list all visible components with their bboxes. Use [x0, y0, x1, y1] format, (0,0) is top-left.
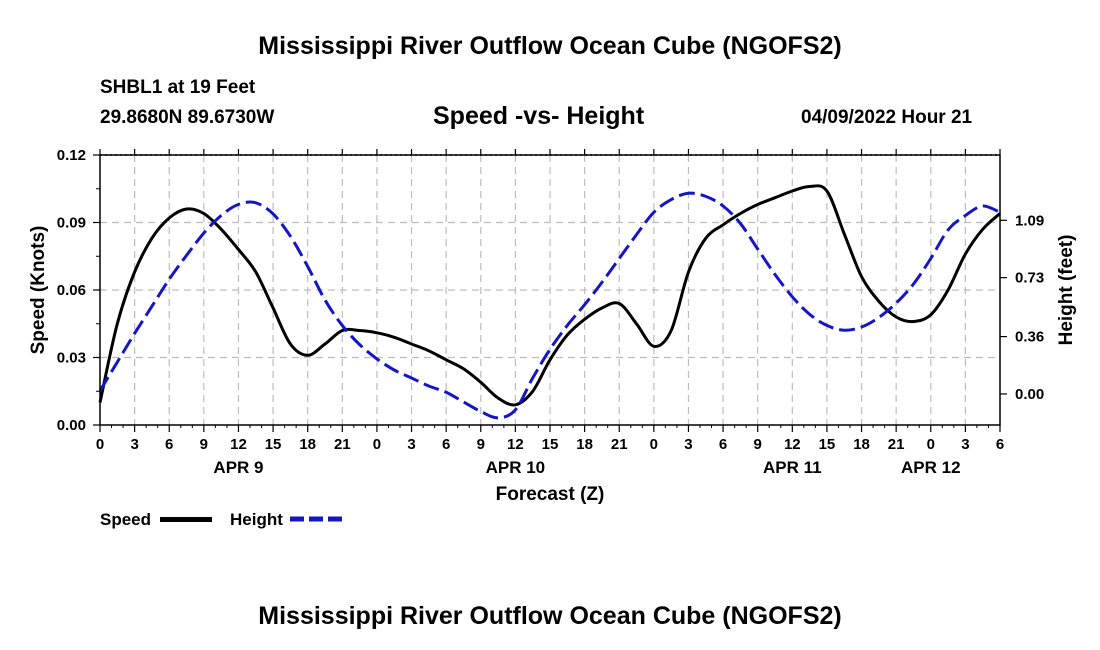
x-tick-label: 18	[576, 436, 593, 453]
y2-tick-label: 0.36	[1015, 329, 1044, 346]
day-label: APR 10	[486, 458, 546, 477]
y2-tick-label: 0.00	[1015, 386, 1044, 403]
x-tick-label: 21	[888, 436, 905, 453]
y-tick-label: 0.03	[57, 350, 86, 367]
footer-title: Mississippi River Outflow Ocean Cube (NG…	[258, 602, 842, 630]
x-tick-label: 3	[407, 436, 415, 453]
day-label: APR 9	[213, 458, 263, 477]
x-tick-label: 15	[819, 436, 836, 453]
x-tick-label: 9	[477, 436, 485, 453]
x-tick-label: 6	[442, 436, 450, 453]
x-tick-label: 21	[334, 436, 351, 453]
day-label: APR 12	[901, 458, 961, 477]
gridlines	[100, 155, 1000, 425]
y-tick-label: 0.06	[57, 282, 86, 299]
y2-axis-label: Height (feet)	[1056, 235, 1077, 346]
x-tick-label: 3	[130, 436, 138, 453]
x-tick-label: 12	[784, 436, 801, 453]
x-tick-label: 18	[853, 436, 870, 453]
x-tick-label: 6	[719, 436, 727, 453]
x-tick-label: 15	[265, 436, 282, 453]
y-tick-label: 0.09	[57, 215, 86, 232]
chart-main-title: Mississippi River Outflow Ocean Cube (NG…	[258, 32, 842, 60]
y-tick-label: 0.00	[57, 417, 86, 434]
y-tick-label: 0.12	[57, 147, 86, 164]
series-line-speed	[98, 184, 1002, 407]
legend-speed-label: Speed	[100, 510, 152, 529]
x-tick-label: 9	[754, 436, 762, 453]
x-tick-label: 0	[96, 436, 104, 453]
x-tick-label: 6	[165, 436, 173, 453]
data-series	[98, 184, 1002, 420]
day-label: APR 11	[763, 458, 822, 477]
x-tick-label: 0	[927, 436, 935, 453]
x-tick-label: 18	[299, 436, 316, 453]
x-tick-label: 15	[542, 436, 559, 453]
y2-tick-label: 1.09	[1015, 212, 1044, 229]
y-axis-label: Speed (Knots)	[28, 226, 49, 355]
x-tick-label: 6	[996, 436, 1004, 453]
x-tick-label: 0	[373, 436, 381, 453]
station-label: SHBL1 at 19 Feet	[100, 77, 256, 98]
x-tick-label: 12	[230, 436, 247, 453]
x-axis-label: Forecast (Z)	[496, 484, 605, 505]
forecast-datetime: 04/09/2022 Hour 21	[801, 107, 973, 128]
x-tick-label: 3	[684, 436, 692, 453]
chart-subtitle: Speed -vs- Height	[433, 102, 645, 130]
x-tick-label: 21	[611, 436, 628, 453]
x-tick-label: 3	[961, 436, 969, 453]
x-tick-label: 12	[507, 436, 524, 453]
speed-height-chart: 0 3 6 9 12 15 18 21 0 3 6 9 12 15 18 21 0 3 6 9 12 15 18 21 0 3 6 A…	[28, 147, 1077, 505]
legend-speed-swatch	[160, 517, 212, 522]
x-tick-label: 9	[200, 436, 208, 453]
axes: 0 3 6 9 12 15 18 21 0 3 6 9 12 15 18 21 0 3 6 9 12 15 18 21 0 3 6 A…	[57, 147, 1044, 477]
series-line-height	[98, 191, 1001, 420]
y2-tick-label: 0.73	[1015, 270, 1044, 287]
coordinates-label: 29.8680N 89.6730W	[100, 107, 275, 128]
legend-height-label: Height	[230, 510, 283, 529]
legend-height-swatch	[290, 516, 344, 522]
x-tick-label: 0	[650, 436, 658, 453]
